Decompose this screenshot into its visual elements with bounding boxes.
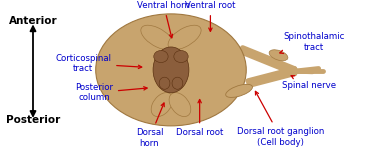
Text: Spinothalamic
tract: Spinothalamic tract: [280, 32, 345, 53]
Ellipse shape: [154, 51, 168, 63]
Ellipse shape: [153, 47, 189, 93]
Ellipse shape: [168, 25, 201, 50]
Ellipse shape: [96, 14, 246, 126]
Ellipse shape: [141, 25, 174, 50]
Text: Anterior: Anterior: [9, 16, 57, 26]
Ellipse shape: [159, 77, 170, 89]
Ellipse shape: [151, 93, 173, 117]
Text: Dorsal
horn: Dorsal horn: [136, 103, 164, 148]
Text: Spinal nerve: Spinal nerve: [282, 76, 336, 90]
Ellipse shape: [269, 50, 288, 61]
Text: Dorsal root: Dorsal root: [176, 100, 224, 137]
Text: Corticospinal
tract: Corticospinal tract: [55, 54, 142, 73]
Ellipse shape: [174, 51, 188, 63]
Text: Posterior: Posterior: [6, 115, 60, 125]
Text: Dorsal root ganglion
(Cell body): Dorsal root ganglion (Cell body): [237, 91, 324, 146]
Ellipse shape: [169, 93, 191, 117]
Text: Ventral horn: Ventral horn: [137, 1, 190, 38]
Ellipse shape: [172, 77, 183, 89]
Ellipse shape: [226, 84, 252, 97]
Text: Posterior
column: Posterior column: [75, 83, 147, 103]
Text: Ventral root: Ventral root: [185, 1, 236, 31]
